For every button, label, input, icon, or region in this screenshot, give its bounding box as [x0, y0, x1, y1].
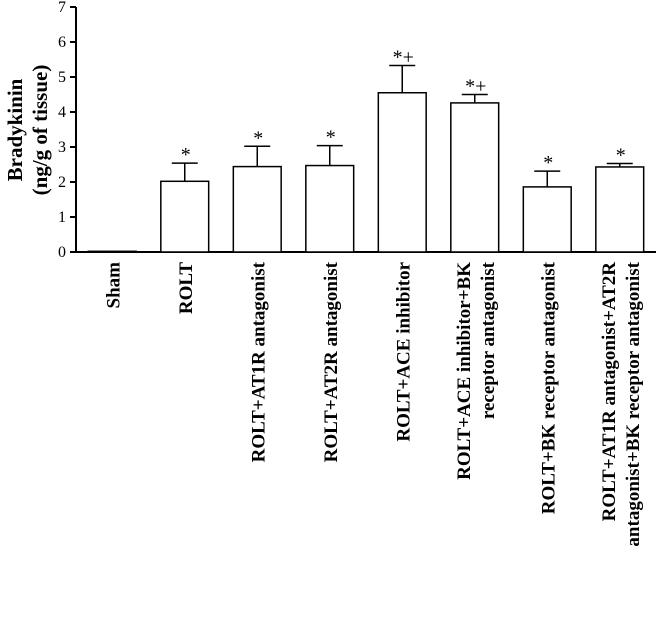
- significance-marker: *: [181, 144, 191, 166]
- y-tick-label: 0: [58, 244, 66, 261]
- y-tick-label: 3: [58, 139, 66, 156]
- y-tick-label: 4: [58, 104, 66, 121]
- y-axis-ticks: 0 1 2 3 4 5 6 7: [58, 0, 76, 261]
- x-category-label: Sham: [103, 262, 124, 309]
- category-labels: Sham ROLT ROLT+AT1R antagonist ROLT+AT2R an…: [103, 261, 644, 546]
- x-category-label: antagonist+BK receptor antagonist: [623, 261, 644, 546]
- x-category-label: ROLT+ACE inhibitor+BK: [454, 262, 475, 480]
- y-axis-label-line-2: (ng/g of tissue): [28, 65, 52, 196]
- bar: [450, 102, 500, 253]
- y-tick-label: 2: [58, 174, 66, 191]
- x-category-label: ROLT+AT2R antagonist: [321, 261, 342, 462]
- significance-marker: *: [543, 152, 553, 174]
- y-tick-label: 7: [58, 0, 66, 16]
- bar: [595, 166, 645, 253]
- bars: * * * *+ *+ * *: [87, 46, 645, 253]
- x-category-label: ROLT+AT1R antagonist: [248, 261, 269, 462]
- x-category-label: ROLT: [176, 262, 197, 314]
- y-tick-label: 5: [58, 69, 66, 86]
- significance-marker: *: [616, 144, 626, 166]
- y-tick-label: 1: [58, 209, 66, 226]
- bar: [305, 164, 355, 253]
- bar: [87, 250, 137, 253]
- y-axis-label: Bradykinin (ng/g of tissue): [3, 65, 52, 196]
- significance-marker: *: [253, 127, 263, 149]
- significance-marker: *+: [465, 76, 486, 98]
- x-category-label: ROLT+ACE inhibitor: [393, 261, 414, 441]
- bar: [522, 186, 572, 253]
- x-category-label: ROLT+BK receptor antagonist: [538, 261, 559, 514]
- y-tick-label: 6: [58, 34, 66, 51]
- bar: [160, 180, 210, 253]
- bar: [232, 165, 282, 253]
- y-axis-label-line-1: Bradykinin: [3, 78, 27, 181]
- bar: [377, 92, 427, 253]
- x-category-label: receptor antagonist: [478, 261, 499, 419]
- significance-marker: *+: [393, 46, 414, 68]
- x-category-label: ROLT+AT1R antagonist+AT2R: [599, 262, 620, 522]
- significance-marker: *: [326, 127, 336, 149]
